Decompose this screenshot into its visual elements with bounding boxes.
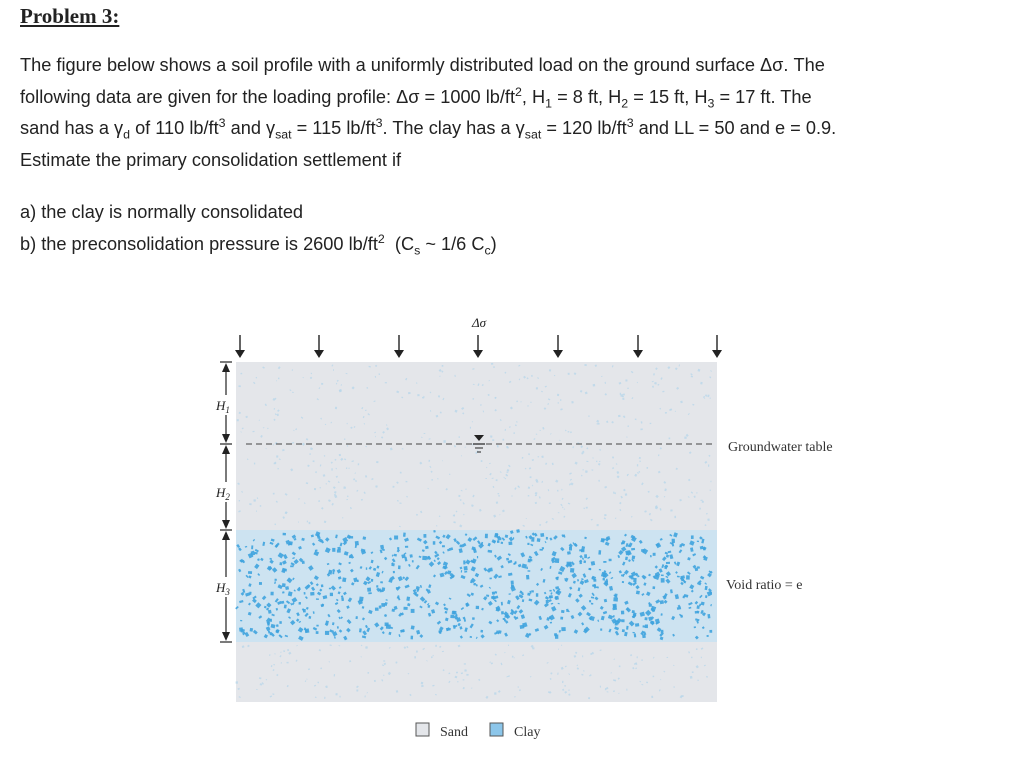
load-arrow-head-icon: [633, 350, 643, 358]
groundwater-label: Groundwater table: [728, 440, 833, 455]
legend-clay-label: Clay: [514, 725, 540, 740]
sand-texture: [236, 362, 712, 528]
part-b: b) the preconsolidation pressure is 2600…: [20, 231, 497, 258]
sand-layer-lower: [236, 642, 717, 702]
statement-line-2: following data are given for the loading…: [20, 84, 812, 111]
load-arrow-head-icon: [235, 350, 245, 358]
problem-title: Problem 3:: [20, 4, 120, 28]
legend-sand-swatch: [415, 722, 430, 737]
part-a: a) the clay is normally consolidated: [20, 202, 304, 222]
statement-line-3: sand has a γd of 110 lb/ft3 and γsat = 1…: [20, 115, 837, 142]
h1-label: H1: [215, 398, 230, 415]
legend-sand-label: Sand: [440, 725, 468, 740]
sand-texture-lower: [235, 644, 708, 700]
legend-clay-swatch: [489, 722, 504, 737]
dimension-arrowheads: [222, 363, 230, 641]
load-arrow-head-icon: [314, 350, 324, 358]
load-arrows: [235, 335, 722, 358]
h2-label: H2: [215, 485, 230, 502]
clay-texture: [235, 529, 713, 641]
load-arrow-head-icon: [473, 350, 483, 358]
water-table-icon: [473, 435, 485, 453]
load-label: Δσ: [471, 315, 487, 330]
problem-statement: The figure below shows a soil profile wi…: [20, 50, 1010, 176]
statement-line-4: Estimate the primary consolidation settl…: [20, 149, 402, 170]
h3-label: H3: [215, 580, 230, 597]
dimension-lines: [220, 361, 232, 643]
sand-layer-upper: [236, 362, 717, 530]
void-ratio-label: Void ratio = e: [726, 578, 802, 593]
statement-line-1: The figure below shows a soil profile wi…: [20, 55, 825, 75]
load-arrow-head-icon: [712, 350, 722, 358]
problem-parts: a) the clay is normally consolidated b) …: [20, 196, 1010, 260]
load-arrow-head-icon: [553, 350, 563, 358]
load-arrow-head-icon: [394, 350, 404, 358]
